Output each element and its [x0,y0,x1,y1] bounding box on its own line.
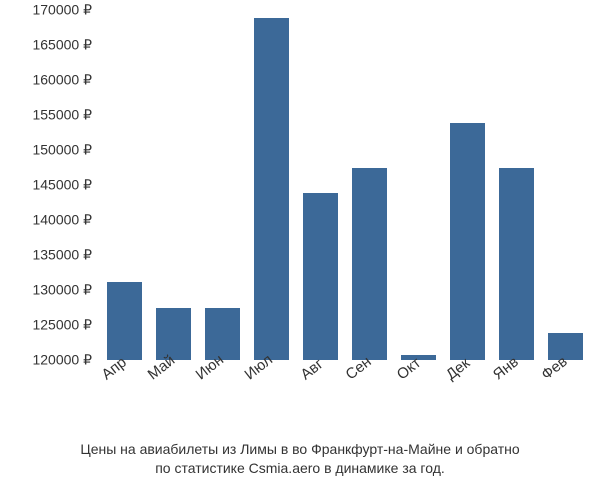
bar [548,333,583,360]
plot-area [100,10,590,360]
y-tick-label: 170000 ₽ [32,2,92,19]
y-tick-label: 160000 ₽ [32,72,92,89]
y-tick-label: 155000 ₽ [32,107,92,124]
y-tick-label: 125000 ₽ [32,317,92,334]
y-axis: 120000 ₽125000 ₽130000 ₽135000 ₽140000 ₽… [0,10,92,360]
bar [205,308,240,360]
chart-caption: Цены на авиабилеты из Лимы в во Франкфур… [0,440,600,478]
y-tick-label: 135000 ₽ [32,247,92,264]
bar [303,193,338,360]
y-tick-label: 120000 ₽ [32,352,92,369]
chart-caption-line2: по статистике Csmia.aero в динамике за г… [0,459,600,478]
y-tick-label: 130000 ₽ [32,282,92,299]
y-tick-label: 145000 ₽ [32,177,92,194]
bars-group [100,10,590,360]
bar [107,282,142,360]
y-tick-label: 165000 ₽ [32,37,92,54]
x-axis-labels: АпрМайИюнИюлАвгСенОктДекЯнвФев [100,370,590,450]
bar [450,123,485,360]
chart-caption-line1: Цены на авиабилеты из Лимы в во Франкфур… [0,440,600,459]
y-tick-label: 150000 ₽ [32,142,92,159]
bar [352,168,387,361]
bar [499,168,534,361]
bar [254,18,289,360]
y-tick-label: 140000 ₽ [32,212,92,229]
price-bar-chart: 120000 ₽ 125000 ₽ 130000 ₽ 135000 ₽ 140000 ₽… [0,0,600,500]
bar [156,308,191,360]
